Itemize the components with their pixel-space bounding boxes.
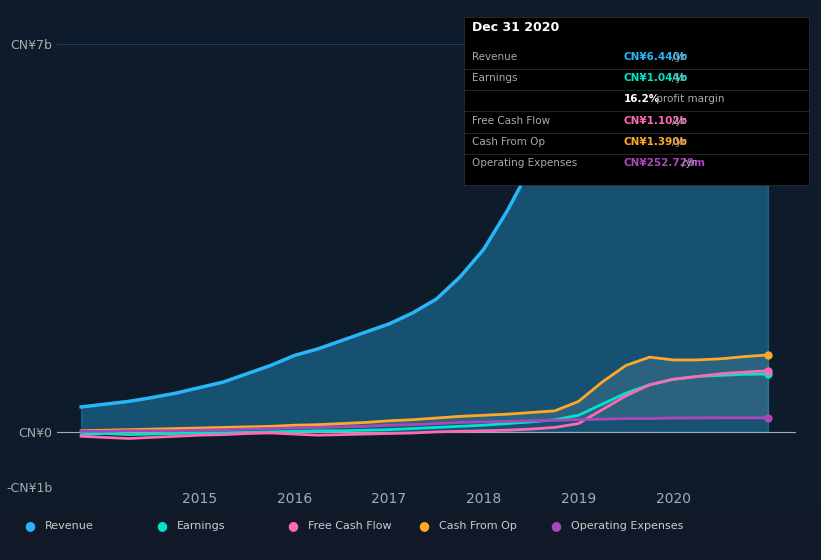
Text: CN¥6.440b: CN¥6.440b <box>624 52 688 62</box>
Text: /yr: /yr <box>672 137 686 147</box>
Text: ●: ● <box>287 519 298 532</box>
Text: Free Cash Flow: Free Cash Flow <box>472 116 550 126</box>
Text: Cash From Op: Cash From Op <box>472 137 545 147</box>
Text: /yr: /yr <box>672 73 686 83</box>
Text: profit margin: profit margin <box>653 95 724 105</box>
Text: CN¥252.729m: CN¥252.729m <box>624 158 706 169</box>
Text: ●: ● <box>156 519 167 532</box>
Text: ●: ● <box>419 519 429 532</box>
Text: Revenue: Revenue <box>45 521 94 531</box>
Text: Revenue: Revenue <box>472 52 517 62</box>
Text: Operating Expenses: Operating Expenses <box>571 521 683 531</box>
Text: 16.2%: 16.2% <box>624 95 660 105</box>
Text: Dec 31 2020: Dec 31 2020 <box>472 21 559 34</box>
Text: CN¥1.044b: CN¥1.044b <box>624 73 688 83</box>
Text: CN¥1.102b: CN¥1.102b <box>624 116 688 126</box>
Text: /yr: /yr <box>672 116 686 126</box>
Text: ●: ● <box>550 519 561 532</box>
Text: CN¥1.390b: CN¥1.390b <box>624 137 688 147</box>
Text: /yr: /yr <box>682 158 696 169</box>
Text: Operating Expenses: Operating Expenses <box>472 158 577 169</box>
Text: Earnings: Earnings <box>472 73 517 83</box>
Text: ●: ● <box>25 519 35 532</box>
Text: /yr: /yr <box>672 52 686 62</box>
Text: Cash From Op: Cash From Op <box>439 521 517 531</box>
Text: Free Cash Flow: Free Cash Flow <box>308 521 392 531</box>
Text: Earnings: Earnings <box>177 521 225 531</box>
